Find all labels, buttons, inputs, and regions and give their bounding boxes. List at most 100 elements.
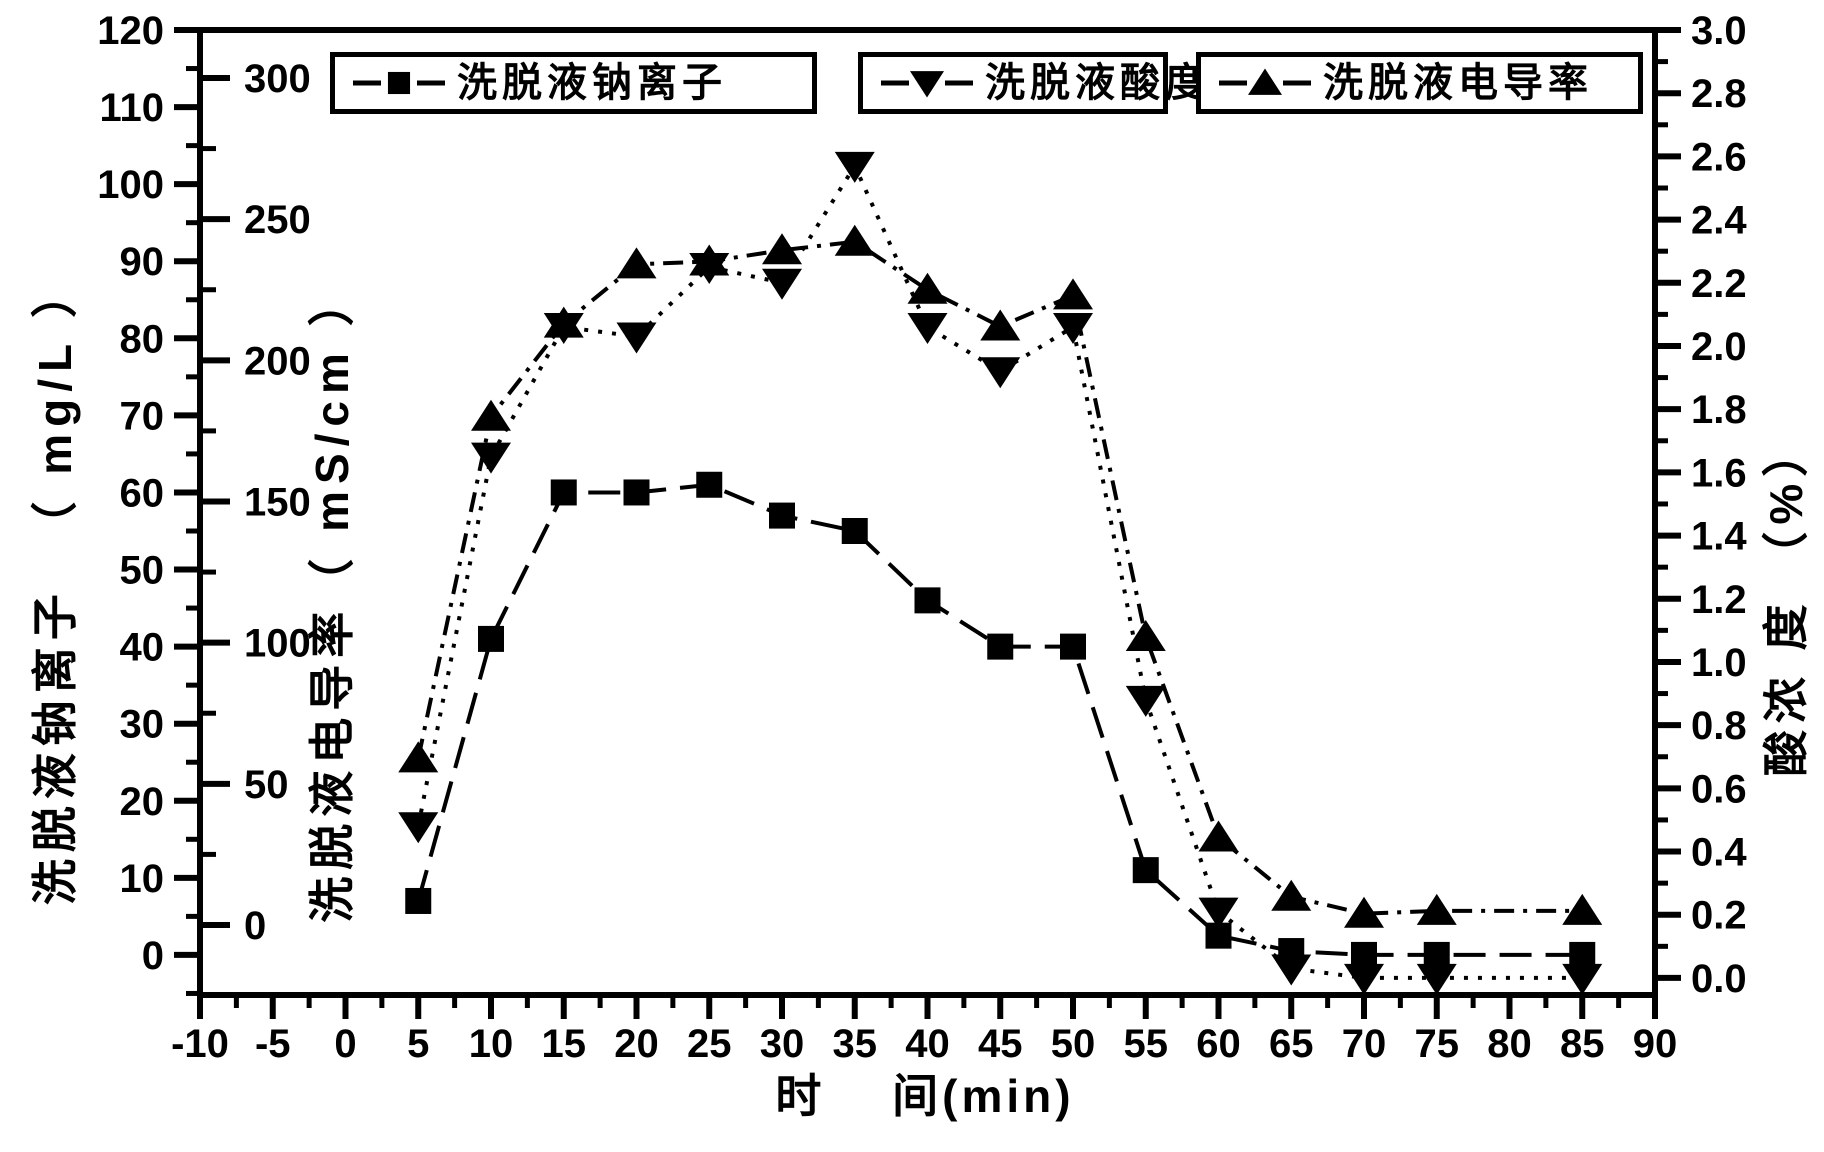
legend-label-acidity: 洗脱液酸度	[985, 61, 1210, 105]
legend-marker	[1248, 68, 1282, 95]
x-axis-tick-label: 80	[1487, 1022, 1532, 1066]
sodium-series-marker	[841, 517, 868, 544]
conductivity-series-marker	[616, 247, 657, 279]
acidity-axis-tick-label: 0.2	[1691, 894, 1747, 938]
sodium-legend-marker-icon	[353, 71, 445, 95]
acidity-axis-tick-label: 1.6	[1691, 451, 1747, 495]
acidity-series-line	[416, 161, 1583, 980]
conductivity-axis-tick-label: 150	[244, 480, 311, 524]
sodium-axis-tick-label: 110	[99, 86, 164, 130]
x-axis-tick-label: 85	[1560, 1022, 1605, 1066]
sodium-series-marker	[1132, 857, 1159, 884]
sodium-series-marker	[987, 633, 1014, 660]
conductivity-series-marker	[1344, 896, 1384, 928]
x-axis-tick-label: 25	[687, 1022, 732, 1066]
sodium-axis-tick-label: 40	[120, 626, 165, 670]
acidity-series-marker	[1416, 963, 1457, 995]
sodium-axis-tick-label: 100	[97, 163, 164, 207]
acidity-series-marker	[834, 151, 875, 183]
x-axis-tick-label: 35	[833, 1022, 878, 1066]
acidity-series-marker	[907, 313, 948, 345]
acidity-axis-tick-label: 1.0	[1691, 641, 1747, 685]
conductivity-axis-tick-label: 50	[244, 763, 289, 807]
acidity-series-marker	[1198, 897, 1239, 929]
acidity-axis-title: 酸浓 度 （%）	[1760, 423, 1812, 777]
conductivity-series-marker	[1125, 620, 1166, 652]
conductivity-axis-title: 洗脱液电导率（ mS/cm ）	[306, 273, 358, 923]
x-axis-tick-label: 10	[469, 1022, 514, 1066]
acidity-series-marker	[1125, 685, 1166, 717]
sodium-series-marker	[769, 502, 795, 529]
legend-box-conductivity: 洗脱液电导率	[1196, 52, 1643, 114]
sodium-series-marker	[914, 587, 941, 614]
x-axis-tick-label: 15	[542, 1022, 587, 1066]
acidity-axis-tick-label: 1.8	[1691, 388, 1747, 432]
x-axis-tick-label: 20	[614, 1022, 659, 1066]
x-axis-tick-label: 90	[1633, 1022, 1678, 1066]
acidity-axis-tick-label: 1.2	[1691, 578, 1747, 622]
conductivity-series-marker	[398, 741, 439, 773]
acidity-series-marker	[616, 322, 657, 354]
acidity-axis-tick-label: 0.6	[1691, 767, 1747, 811]
x-axis-tick-label: 75	[1415, 1022, 1460, 1066]
sodium-series-marker	[405, 887, 432, 914]
acidity-axis-tick-label: 0.4	[1691, 831, 1747, 875]
sodium-axis-tick-label: 70	[120, 394, 165, 438]
legend-marker	[910, 71, 944, 98]
acidity-series-marker	[1271, 954, 1312, 986]
sodium-series-marker	[696, 471, 723, 498]
conductivity-axis-tick-label: 200	[244, 339, 311, 383]
conductivity-legend-marker-icon	[1219, 68, 1311, 95]
acidity-series-marker	[980, 357, 1021, 389]
sodium-axis-tick-label: 80	[120, 317, 165, 361]
conductivity-series-marker	[543, 306, 584, 338]
acidity-series-marker	[471, 442, 511, 474]
acidity-axis-tick-label: 2.4	[1691, 199, 1747, 243]
sodium-series-line	[416, 482, 1583, 957]
legend-label-sodium: 洗脱液钠离子	[457, 61, 727, 105]
acidity-axis-tick-label: 2.2	[1691, 262, 1747, 306]
conductivity-axis-tick-label: 100	[244, 622, 311, 666]
plot-frame	[197, 27, 1658, 998]
x-axis-tick-label: 70	[1342, 1022, 1387, 1066]
acidity-axis-tick-label: 1.4	[1691, 515, 1747, 559]
x-axis-tick-label: 60	[1196, 1022, 1241, 1066]
x-axis-title: 时 间(min)	[775, 1070, 1075, 1122]
conductivity-series-marker	[1562, 893, 1603, 925]
conductivity-series-marker	[762, 233, 802, 265]
legend-box-acidity: 洗脱液酸度	[858, 52, 1205, 114]
x-axis-tick-label: 55	[1124, 1022, 1169, 1066]
conductivity-axis-tick-label: 0	[244, 904, 266, 948]
sodium-axis-tick-label: 10	[120, 857, 165, 901]
conductivity-series-marker	[834, 224, 875, 256]
sodium-axis-tick-label: 0	[142, 934, 164, 978]
conductivity-series-marker	[471, 399, 511, 431]
x-axis-tick-label: 30	[760, 1022, 805, 1066]
sodium-series-marker	[478, 625, 504, 652]
conductivity-series-marker	[980, 309, 1021, 341]
sodium-series-marker	[1569, 941, 1596, 968]
conductivity-series-marker	[1198, 820, 1239, 852]
sodium-series-marker	[550, 479, 577, 506]
sodium-axis-tick-label: 90	[120, 240, 165, 284]
sodium-axis-tick-label: 60	[120, 471, 165, 515]
sodium-axis-tick-label: 120	[97, 9, 164, 53]
conductivity-series-marker	[689, 244, 730, 276]
x-axis-tick-label: 5	[407, 1022, 429, 1066]
x-axis-tick-label: 50	[1051, 1022, 1096, 1066]
sodium-axis-tick-label: 20	[120, 780, 165, 824]
x-axis-tick-label: 65	[1269, 1022, 1314, 1066]
legend-marker	[387, 71, 411, 95]
acidity-series-marker	[1562, 963, 1603, 995]
acidity-legend-marker-icon	[881, 71, 973, 98]
acidity-axis-tick-label: 2.0	[1691, 325, 1747, 369]
acidity-series-marker	[1344, 963, 1384, 995]
acidity-axis-tick-label: 2.8	[1691, 72, 1747, 116]
conductivity-axis-tick-label: 250	[244, 198, 311, 242]
x-axis-tick-label: 40	[905, 1022, 950, 1066]
sodium-series-marker	[1060, 633, 1086, 660]
acidity-axis-tick-label: 0.8	[1691, 704, 1747, 748]
conductivity-axis-tick-label: 300	[244, 57, 311, 101]
